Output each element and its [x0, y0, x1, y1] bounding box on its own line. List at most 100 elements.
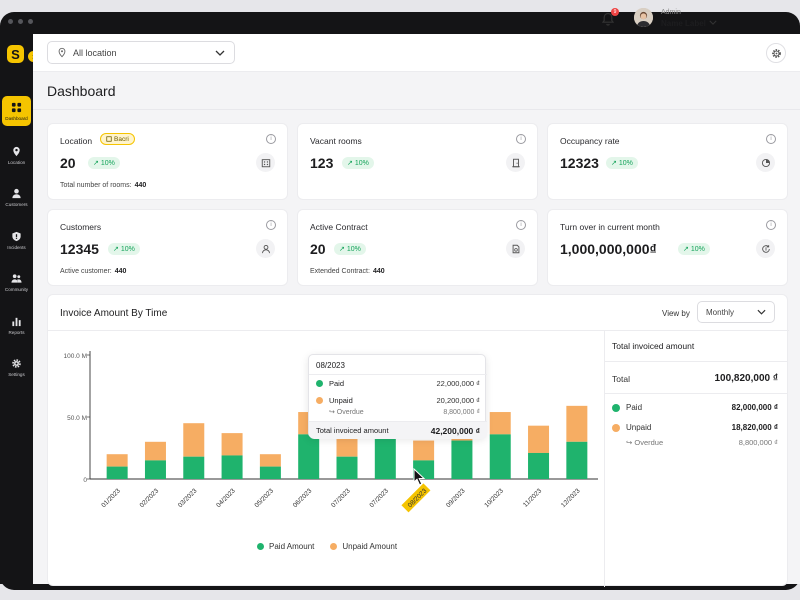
legend-label: Paid Amount [269, 542, 315, 551]
bar-unpaid[interactable] [528, 425, 550, 453]
bar-paid[interactable] [183, 456, 205, 479]
bar-paid[interactable] [374, 433, 396, 479]
bar-unpaid[interactable] [259, 454, 281, 467]
user-role: Admin [661, 9, 681, 16]
bar-paid[interactable] [528, 452, 550, 479]
info-icon[interactable]: i [766, 134, 776, 144]
tooltip-label: ↪ Overdue [329, 409, 364, 416]
divider [604, 330, 605, 587]
trend-up-icon: ↗ [339, 246, 347, 253]
x-tick-group: 11/2023 [522, 487, 543, 508]
chart-tooltip: 08/2023 Paid 22,000,000 ₫ Unpaid 20,200,00… [308, 354, 487, 439]
bar-unpaid[interactable] [106, 454, 128, 467]
x-tick-label: 07/2023 [368, 487, 390, 509]
legend-item-paid[interactable]: Paid Amount [257, 542, 314, 551]
summary-label: Unpaid [626, 423, 652, 432]
change-value: 10% [690, 245, 705, 253]
x-tick-group: 07/2023 [330, 487, 352, 509]
tooltip-title: 08/2023 [316, 361, 345, 370]
user-name[interactable]: Name Label [661, 19, 706, 28]
sidebar-item-label: Location [7, 159, 26, 165]
card-value: 20 [310, 241, 326, 257]
divider [309, 374, 487, 375]
info-icon[interactable]: i [516, 220, 526, 230]
sidebar-item-community[interactable]: Community [2, 267, 31, 297]
bar-unpaid[interactable] [413, 440, 435, 461]
sidebar-item-incidents[interactable]: Incidents [2, 225, 31, 255]
x-tick-label: 05/2023 [254, 487, 276, 509]
bar-paid[interactable] [298, 434, 320, 479]
sidebar-item-dashboard[interactable]: Dashboard [2, 96, 31, 126]
location-select-value: All location [73, 47, 117, 58]
trend-up-icon: ↗ [93, 160, 101, 167]
change-pill: ↗ 10% [88, 157, 120, 169]
settings-button[interactable] [766, 43, 786, 63]
change-pill: ↗ 10% [342, 157, 374, 169]
bar-paid[interactable] [106, 466, 128, 479]
tooltip-total-label: Total invoiced amount [316, 426, 389, 435]
bar-paid[interactable] [221, 455, 243, 479]
bar-unpaid[interactable] [336, 438, 358, 457]
legend-label: Unpaid Amount [342, 542, 398, 551]
card-sub: Total number of rooms: 440 [60, 182, 146, 189]
change-value: 10% [618, 159, 633, 167]
tooltip-label: Unpaid [329, 396, 353, 405]
change-value: 10% [354, 159, 369, 167]
tooltip-total: Total invoiced amount 42,200,000 ₫ [309, 421, 487, 439]
bell-icon[interactable] [600, 11, 616, 27]
trend-up-icon: ↗ [113, 246, 121, 253]
stat-card-customers: Customers 12345 ↗ 10% Active customer: 44… [47, 209, 288, 286]
location-select[interactable]: All location [47, 41, 235, 64]
bar-paid[interactable] [489, 434, 511, 479]
card-sub-value: 440 [114, 268, 127, 275]
sidebar-item-reports[interactable]: Reports [2, 310, 31, 340]
location-badge[interactable]: Bacri [100, 133, 135, 145]
page-title: Dashboard [47, 83, 116, 99]
x-tick-label: 03/2023 [177, 487, 199, 509]
bar-paid[interactable] [259, 466, 281, 479]
y-tick-label: 0 [83, 477, 87, 484]
people-icon [11, 273, 22, 283]
unpaid-dot [612, 423, 620, 432]
info-icon[interactable]: i [266, 220, 276, 230]
summary-label: Paid [626, 403, 643, 412]
shield-icon [12, 231, 21, 241]
app-logo[interactable]: S [7, 45, 24, 63]
x-tick-group: 03/2023 [177, 487, 199, 509]
x-tick-group: 12/2023 [560, 487, 582, 509]
x-tick-highlight [401, 483, 431, 513]
bar-unpaid[interactable] [566, 405, 588, 442]
bar-unpaid[interactable] [183, 423, 205, 457]
sidebar-item-label: Customers [5, 201, 28, 207]
x-tick-group: 09/2023 [445, 487, 467, 509]
legend-swatch [257, 543, 264, 550]
refresh-icon [756, 239, 775, 258]
x-tick-group: 01/2023 [100, 487, 122, 509]
x-tick-group: 04/2023 [215, 487, 237, 509]
sidebar-item-label: Settings [8, 371, 25, 377]
info-icon[interactable]: i [266, 134, 276, 144]
chevron-down-icon[interactable] [709, 20, 717, 25]
sidebar-item-location[interactable]: Location [2, 140, 31, 170]
avatar[interactable] [634, 8, 653, 27]
bar-unpaid[interactable] [144, 441, 166, 461]
summary-title: Total invoiced amount [612, 341, 695, 351]
bar-paid[interactable] [566, 441, 588, 479]
bar-unpaid[interactable] [221, 433, 243, 456]
sidebar-item-settings[interactable]: Settings [2, 352, 31, 382]
info-icon[interactable]: i [516, 134, 526, 144]
sidebar-item-customers[interactable]: Customers [2, 182, 31, 212]
bar-unpaid[interactable] [489, 412, 511, 435]
view-by-label: View by [662, 309, 690, 318]
tooltip-row-paid: Paid 22,000,000 ₫ [316, 379, 480, 388]
tooltip-label: Paid [329, 379, 345, 388]
summary-value: 100,820,000 ₫ [714, 373, 778, 384]
bar-paid[interactable] [451, 440, 473, 479]
legend-item-unpaid[interactable]: Unpaid Amount [330, 542, 397, 551]
bar-paid[interactable] [144, 460, 166, 479]
person-icon [12, 188, 21, 198]
bar-paid[interactable] [336, 456, 358, 479]
change-pill: ↗ 10% [678, 243, 710, 255]
view-by-select[interactable]: Monthly [697, 301, 775, 323]
info-icon[interactable]: i [766, 220, 776, 230]
